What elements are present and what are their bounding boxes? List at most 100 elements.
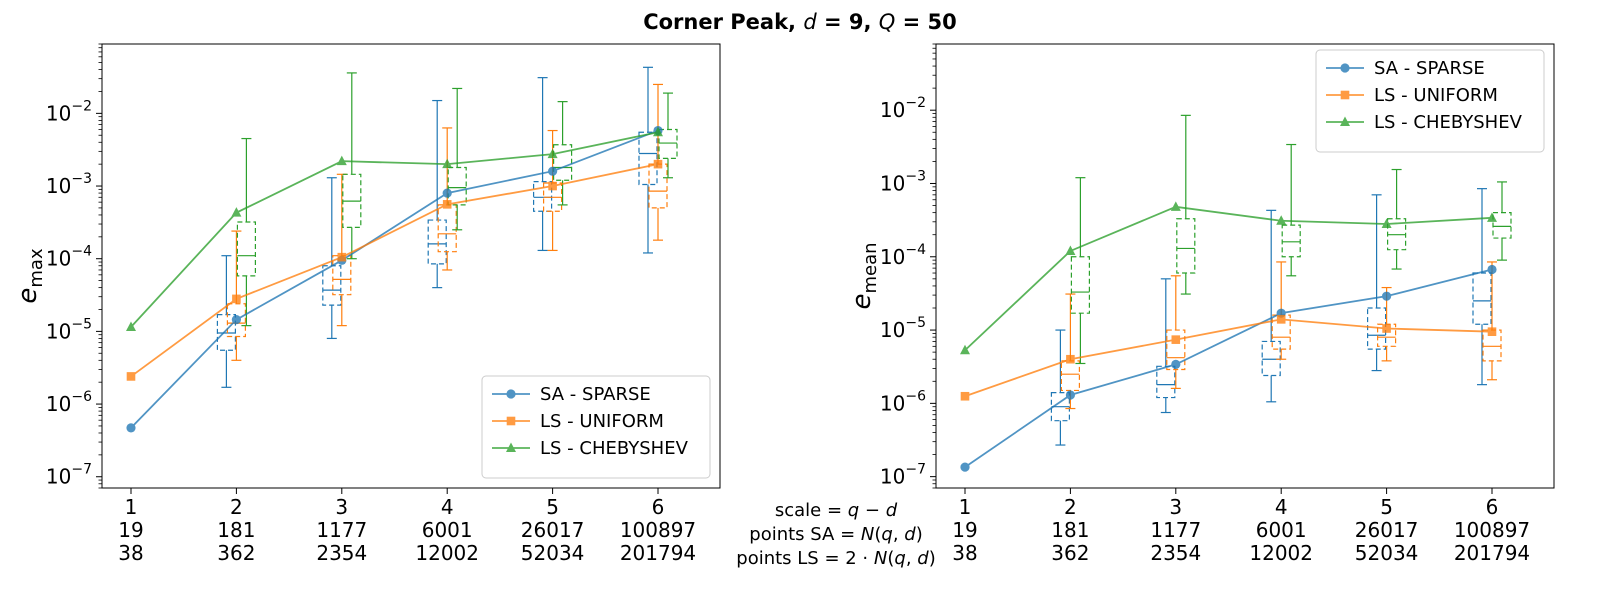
data-point (336, 155, 347, 166)
box-iqr (1060, 360, 1081, 392)
data-point (547, 148, 558, 159)
legend-marker (506, 442, 516, 452)
box-iqr (427, 219, 447, 265)
x-tick-label: 181 (217, 518, 255, 542)
x-tick-label: 6 (652, 495, 665, 519)
boxplot (226, 230, 246, 361)
legend-marker (1340, 90, 1350, 100)
data-point (1171, 359, 1181, 370)
data-point (1170, 201, 1181, 211)
legend-entry: LS - CHEBYSHEV (492, 438, 689, 459)
y-tick-label: 10−2 (46, 98, 92, 125)
data-point (960, 391, 970, 401)
x-tick-label: 6001 (1256, 518, 1307, 542)
series-line (964, 318, 1493, 398)
x-tick-label: 2354 (1150, 541, 1201, 565)
data-point (1381, 218, 1392, 228)
x-tick-label: 52034 (521, 541, 585, 565)
x-tick-label: 100897 (620, 518, 696, 542)
boxplot (1281, 143, 1301, 277)
y-tick-label: 10−6 (880, 388, 926, 415)
data-point (232, 294, 241, 304)
boxplot (552, 101, 573, 206)
x-tick-label: 19 (952, 518, 977, 542)
series-line (964, 205, 1493, 351)
data-point (126, 423, 136, 433)
boxplot (658, 92, 678, 179)
x-tick-label: 1 (959, 495, 972, 519)
series-ls-chebyshev (126, 126, 663, 331)
x-tick-label: 362 (1051, 541, 1089, 565)
y-tick-label: 10−4 (880, 242, 926, 269)
boxplot (1176, 114, 1196, 295)
data-point (231, 315, 241, 325)
panel-emean: 10−710−610−510−410−310−2emean11938218136… (847, 43, 1555, 565)
legend-marker (1340, 116, 1350, 126)
x-tick-label: 26017 (1355, 518, 1419, 542)
legend-entry: LS - UNIFORM (1326, 85, 1498, 106)
data-point (960, 344, 970, 355)
data-point (653, 126, 663, 137)
shared-xlabel-row: points LS = 2 · N(q, d) (736, 548, 935, 569)
series-line (964, 268, 1493, 468)
series-ls-chebyshev (960, 201, 1497, 355)
x-tick-label: 1177 (1150, 518, 1201, 542)
data-point (1066, 354, 1075, 364)
boxplot (447, 87, 467, 231)
x-tick-label: 201794 (1454, 541, 1530, 565)
y-tick-label: 10−3 (880, 168, 926, 195)
series-line (130, 131, 659, 328)
legend-entry: LS - CHEBYSHEV (1326, 112, 1523, 133)
legend-swatch (1326, 90, 1364, 100)
boxplot (1261, 209, 1281, 403)
boxplot (1472, 188, 1492, 386)
legend-entry: LS - UNIFORM (492, 411, 664, 432)
boxplot (638, 66, 658, 254)
data-point (442, 188, 452, 198)
legend-label: LS - UNIFORM (1374, 85, 1498, 106)
legend-swatch (1326, 116, 1364, 126)
panel-emax: 10−710−610−510−410−310−2emax119382181362… (13, 43, 721, 565)
data-point (548, 166, 558, 176)
series-ls-uniform (960, 315, 1497, 401)
data-point (1276, 315, 1286, 324)
legend-swatch (492, 389, 530, 399)
x-tick-label: 6001 (422, 518, 473, 542)
boxplot (1050, 329, 1071, 446)
y-tick-label: 10−5 (880, 315, 926, 342)
box-iqr (236, 221, 256, 277)
boxplot (332, 173, 352, 327)
data-point (1487, 212, 1497, 222)
legend-marker (506, 416, 516, 426)
boxplot (1166, 275, 1186, 389)
data-point (1276, 215, 1287, 225)
boxplot (532, 77, 553, 252)
shared-xlabel-row: scale = q − d (775, 500, 898, 521)
data-point (442, 158, 453, 169)
x-tick-label: 2354 (316, 541, 367, 565)
x-tick-label: 26017 (521, 518, 585, 542)
shared-xlabel: scale = q − d points SA = N(q, d) points L… (736, 500, 935, 569)
legend-swatch (1326, 63, 1364, 73)
x-tick-label: 5 (1380, 495, 1393, 519)
box-iqr (1156, 365, 1176, 399)
x-tick-label: 12002 (415, 541, 479, 565)
data-point (1171, 335, 1181, 344)
data-point (1487, 327, 1497, 336)
y-axis-label: emax (13, 248, 47, 304)
legend-label: LS - CHEBYSHEV (540, 438, 689, 459)
legend-label: SA - SPARSE (1374, 58, 1485, 79)
y-tick-label: 10−7 (880, 462, 926, 489)
x-tick-label: 2 (230, 495, 243, 519)
box-iqr (648, 163, 668, 209)
boxplot (342, 72, 362, 260)
box-iqr (437, 204, 457, 253)
figure-title: Corner Peak, d = 9, Q = 50 (643, 10, 957, 34)
boxplot (1070, 177, 1091, 365)
x-tick-label: 1177 (316, 518, 367, 542)
legend-swatch (492, 442, 530, 452)
data-point (1382, 291, 1392, 301)
series-line (130, 163, 659, 378)
data-point (231, 207, 242, 217)
